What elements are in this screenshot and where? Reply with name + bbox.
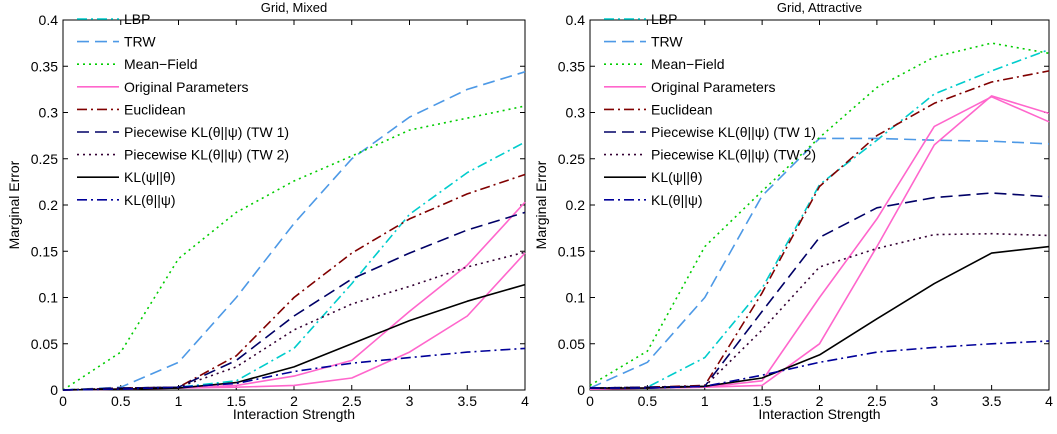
y-tick-label: 0.25: [31, 151, 58, 167]
series-line: [62, 251, 526, 391]
legend: LBP TRW Mean−Field Original Parameters Eucli…: [604, 11, 816, 208]
legend-label: Original Parameters: [651, 79, 776, 95]
x-tick-label: 0: [59, 393, 67, 409]
x-tick-label: 1.5: [752, 393, 772, 409]
legend-label: Euclidean: [124, 101, 186, 117]
series-line: [62, 173, 526, 391]
legend-label: Piecewise KL(θ||ψ) (TW 1): [651, 124, 816, 140]
legend-label: Piecewise KL(θ||ψ) (TW 1): [124, 124, 289, 140]
chart-title: Grid, Mixed: [261, 0, 327, 15]
legend-label: Mean−Field: [651, 56, 725, 72]
series-line: [589, 48, 1050, 389]
x-tick-label: 1: [175, 393, 183, 409]
series-line: [62, 71, 526, 391]
legend: LBP TRW Mean−Field Original Parameters Eucli…: [77, 11, 289, 208]
y-tick-label: 0.3: [566, 105, 586, 121]
x-axis-label: Interaction Strength: [233, 406, 355, 422]
legend-label: KL(ψ||θ): [651, 169, 703, 185]
chart-panel-0: Grid, Mixed 0 0.5 1 1.5 2 2.5 3 3.5 4 0 0.05 0.1 0.15…: [6, 0, 529, 422]
x-axis-label: Interaction Strength: [758, 406, 880, 422]
chart-panel-1: Grid, Attractive 0 0.5 1 1.5 2 2.5 3 3.5 4 0 0.05 0.…: [533, 0, 1053, 422]
series-line: [589, 70, 1050, 389]
y-tick-label: 0.35: [558, 58, 585, 74]
x-tick-label: 1: [701, 393, 709, 409]
legend-label: Original Parameters: [124, 79, 249, 95]
y-tick-label: 0: [50, 382, 58, 398]
y-axis-label: Marginal Error: [6, 160, 22, 249]
legend-label: Mean−Field: [124, 56, 198, 72]
y-axis-label: Marginal Error: [533, 160, 549, 249]
series-line: [62, 283, 526, 391]
legend-label: KL(θ||ψ): [651, 192, 703, 208]
y-tick-label: 0.05: [31, 336, 58, 352]
x-tick-label: 4: [521, 393, 529, 409]
x-tick-label: 3.5: [982, 393, 1002, 409]
legend-label: LBP: [651, 11, 677, 27]
y-tick-label: 0.2: [566, 197, 586, 213]
legend-label: KL(ψ||θ): [124, 169, 176, 185]
series-line: [62, 141, 526, 391]
x-tick-label: 0: [586, 393, 594, 409]
x-tick-label: 0.5: [638, 393, 658, 409]
series-line: [62, 211, 526, 391]
legend-label: Euclidean: [651, 101, 713, 117]
y-tick-label: 0.1: [39, 290, 59, 306]
y-tick-label: 0.1: [566, 290, 586, 306]
legend-label: Piecewise KL(θ||ψ) (TW 2): [651, 147, 816, 163]
y-tick-label: 0.15: [31, 243, 58, 259]
y-tick-label: 0.35: [31, 58, 58, 74]
legend-label: LBP: [124, 11, 150, 27]
x-tick-label: 3: [930, 393, 938, 409]
y-tick-label: 0.2: [39, 197, 59, 213]
y-tick-label: 0.25: [558, 151, 585, 167]
legend-label: TRW: [124, 34, 156, 50]
legend-label: TRW: [651, 34, 683, 50]
x-tick-label: 4: [1045, 393, 1053, 409]
x-tick-label: 2.5: [867, 393, 887, 409]
y-tick-label: 0.15: [558, 243, 585, 259]
series-line: [590, 245, 1050, 389]
y-tick-label: 0.05: [558, 336, 585, 352]
y-tick-label: 0.4: [566, 12, 586, 28]
x-tick-label: 2.5: [342, 393, 362, 409]
x-tick-label: 2: [816, 393, 824, 409]
series-line: [62, 105, 526, 391]
series-line: [62, 347, 526, 391]
x-tick-label: 3.5: [458, 393, 478, 409]
y-tick-label: 0.4: [39, 12, 59, 28]
series-line: [589, 232, 1050, 389]
series-line: [62, 201, 526, 391]
x-tick-label: 2: [290, 393, 298, 409]
chart-title: Grid, Attractive: [777, 0, 862, 15]
x-tick-label: 0.5: [111, 393, 131, 409]
legend-label: KL(θ||ψ): [124, 192, 176, 208]
y-tick-label: 0.3: [39, 105, 59, 121]
series-line: [589, 192, 1050, 389]
legend-label: Piecewise KL(θ||ψ) (TW 2): [124, 147, 289, 163]
series-line: [590, 340, 1050, 389]
x-tick-label: 1.5: [227, 393, 247, 409]
y-tick-label: 0: [577, 382, 585, 398]
x-tick-label: 3: [406, 393, 414, 409]
